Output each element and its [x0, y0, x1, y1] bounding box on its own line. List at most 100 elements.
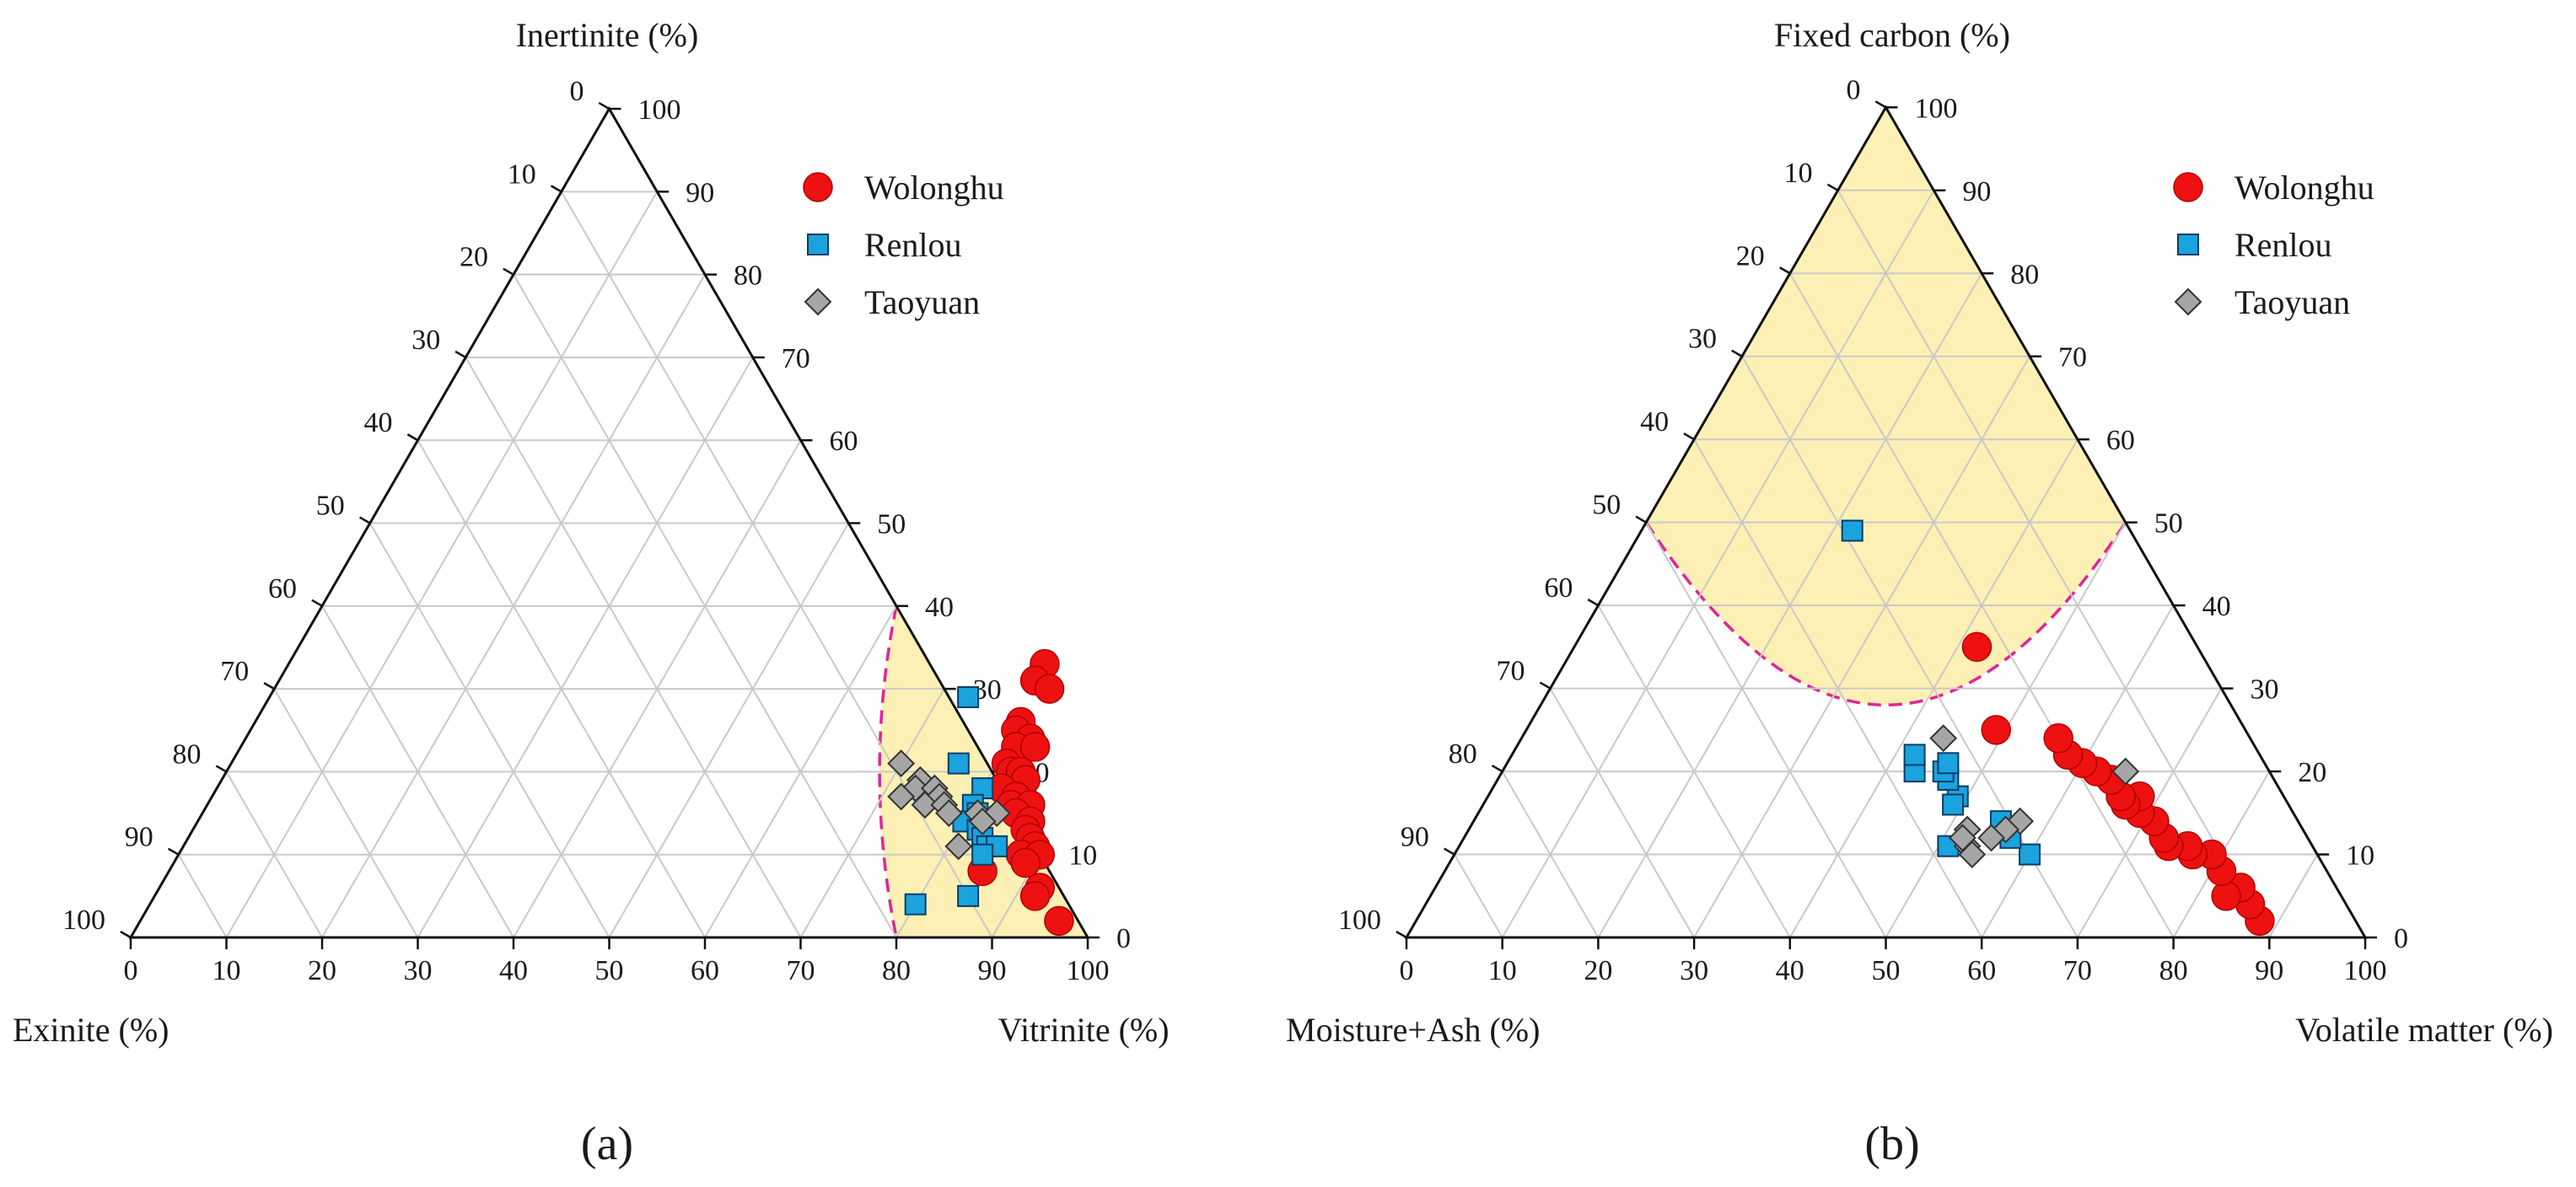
bottom-tick-label: 100: [1067, 955, 1110, 986]
bottom-tick-label: 30: [404, 955, 433, 986]
right-tick-label: 100: [1915, 93, 1958, 124]
tick-mark: [454, 350, 466, 359]
tick-mark: [1396, 930, 1407, 939]
left-tick-label: 80: [1449, 739, 1477, 770]
tick-mark: [215, 765, 228, 773]
data-point-wolonghu: [1019, 881, 1051, 911]
region-boundary-a: [878, 605, 898, 938]
right-tick-label: 30: [2250, 674, 2278, 706]
right-tick-label: 50: [2154, 508, 2183, 540]
bottom-tick-label: 60: [691, 955, 719, 986]
bottom-tick-label: 10: [212, 955, 241, 986]
legend-label: Taoyuan: [864, 283, 980, 321]
right-axis-title-a: Vitrinite (%): [998, 1011, 1169, 1049]
left-tick-label: 30: [411, 325, 440, 356]
legend-label: Wolonghu: [2235, 169, 2374, 207]
ticks-b: 0100010901020802030703040604050505060406…: [1338, 74, 2408, 986]
left-tick-label: 10: [508, 158, 536, 190]
left-tick-label: 10: [1784, 158, 1813, 189]
bottom-tick-label: 0: [1400, 955, 1414, 986]
data-point-taoyuan: [911, 791, 939, 819]
data-point-renlou: [904, 893, 927, 916]
right-tick-label: 80: [2010, 259, 2039, 290]
bottom-tick-label: 80: [882, 955, 911, 986]
legend-marker-wolonghu: [2173, 172, 2203, 202]
data-point-renlou: [1942, 793, 1965, 816]
grid-line: [1597, 604, 1791, 938]
grid-line: [465, 357, 802, 938]
tick-mark: [1683, 432, 1695, 441]
data-point-wolonghu: [1981, 715, 2012, 745]
right-tick-label: 90: [686, 177, 714, 208]
data-point-wolonghu: [1044, 905, 1074, 937]
tick-mark: [167, 847, 180, 856]
right-tick-label: 40: [925, 592, 954, 623]
left-tick-label: 90: [1401, 822, 1429, 853]
legend-label: Renlou: [2235, 226, 2332, 264]
grid-line: [321, 605, 514, 938]
data-point-wolonghu: [1961, 631, 1993, 663]
left-tick-label: 50: [1592, 490, 1621, 521]
left-tick-label: 50: [316, 491, 345, 522]
grid-line: [417, 357, 754, 938]
data-point-wolonghu: [2211, 881, 2241, 911]
grid-line: [225, 771, 323, 938]
grid-line: [704, 605, 897, 938]
panel-label-a: (a): [581, 1118, 633, 1170]
data-point-renlou: [1903, 744, 1926, 766]
panel-label-b: (b): [1864, 1118, 1919, 1170]
tick-mark: [120, 930, 132, 939]
points-b: [1841, 519, 2275, 937]
right-tick-label: 10: [2346, 841, 2374, 872]
legend-b: Wolonghu Renlou Taoyuan: [2173, 169, 2374, 321]
legend-marker-taoyuan: [2174, 287, 2202, 316]
right-tick-label: 10: [1068, 841, 1097, 872]
right-tick-label: 50: [877, 509, 906, 540]
bottom-tick-label: 30: [1680, 955, 1708, 986]
legend-marker-taoyuan: [804, 287, 832, 316]
tick-mark: [1635, 515, 1647, 524]
bottom-tick-label: 80: [2159, 955, 2188, 986]
left-axis-title-b: Moisture+Ash (%): [1286, 1011, 1540, 1049]
right-tick-label: 70: [782, 343, 810, 374]
left-tick-label: 20: [460, 242, 488, 273]
tick-mark: [1491, 764, 1503, 773]
data-point-wolonghu: [1034, 674, 1065, 704]
shaded-region-b: [1646, 107, 2126, 706]
tick-mark: [1731, 349, 1743, 357]
legend-marker-wolonghu: [803, 172, 833, 202]
data-point-taoyuan: [1949, 824, 1976, 852]
data-point-renlou: [957, 685, 980, 708]
data-point-taoyuan: [944, 832, 973, 861]
grid-line: [799, 688, 945, 938]
right-tick-label: 0: [2394, 923, 2408, 954]
left-tick-label: 40: [1640, 406, 1669, 438]
left-tick-label: 0: [570, 76, 584, 107]
data-point-renlou: [947, 752, 970, 775]
grid-b: [1453, 189, 2319, 938]
left-tick-label: 100: [1338, 905, 1381, 936]
data-point-wolonghu: [2043, 722, 2073, 754]
ternary-panel-a: 0100010901020802030703040604050505060406…: [13, 16, 1170, 1170]
left-tick-label: 0: [1847, 74, 1861, 105]
bottom-tick-label: 40: [499, 955, 528, 986]
left-tick-label: 80: [173, 739, 202, 770]
grid-line: [177, 854, 228, 938]
grid-line: [1645, 522, 1887, 938]
data-point-renlou: [2019, 843, 2041, 866]
tick-mark: [263, 682, 275, 690]
data-point-renlou: [1937, 752, 1960, 775]
tick-mark: [503, 267, 514, 276]
top-axis-title-b: Fixed carbon (%): [1774, 16, 2010, 54]
bottom-tick-label: 50: [595, 955, 624, 986]
tick-mark: [311, 599, 323, 607]
data-point-taoyuan: [2111, 757, 2140, 786]
grid-line: [2268, 854, 2319, 938]
left-tick-label: 30: [1688, 324, 1717, 355]
bottom-tick-label: 60: [1967, 955, 1996, 986]
right-tick-label: 70: [2058, 342, 2087, 373]
tick-mark: [1874, 100, 1887, 109]
data-point-taoyuan: [1977, 824, 2005, 852]
legend-label: Taoyuan: [2235, 283, 2350, 321]
